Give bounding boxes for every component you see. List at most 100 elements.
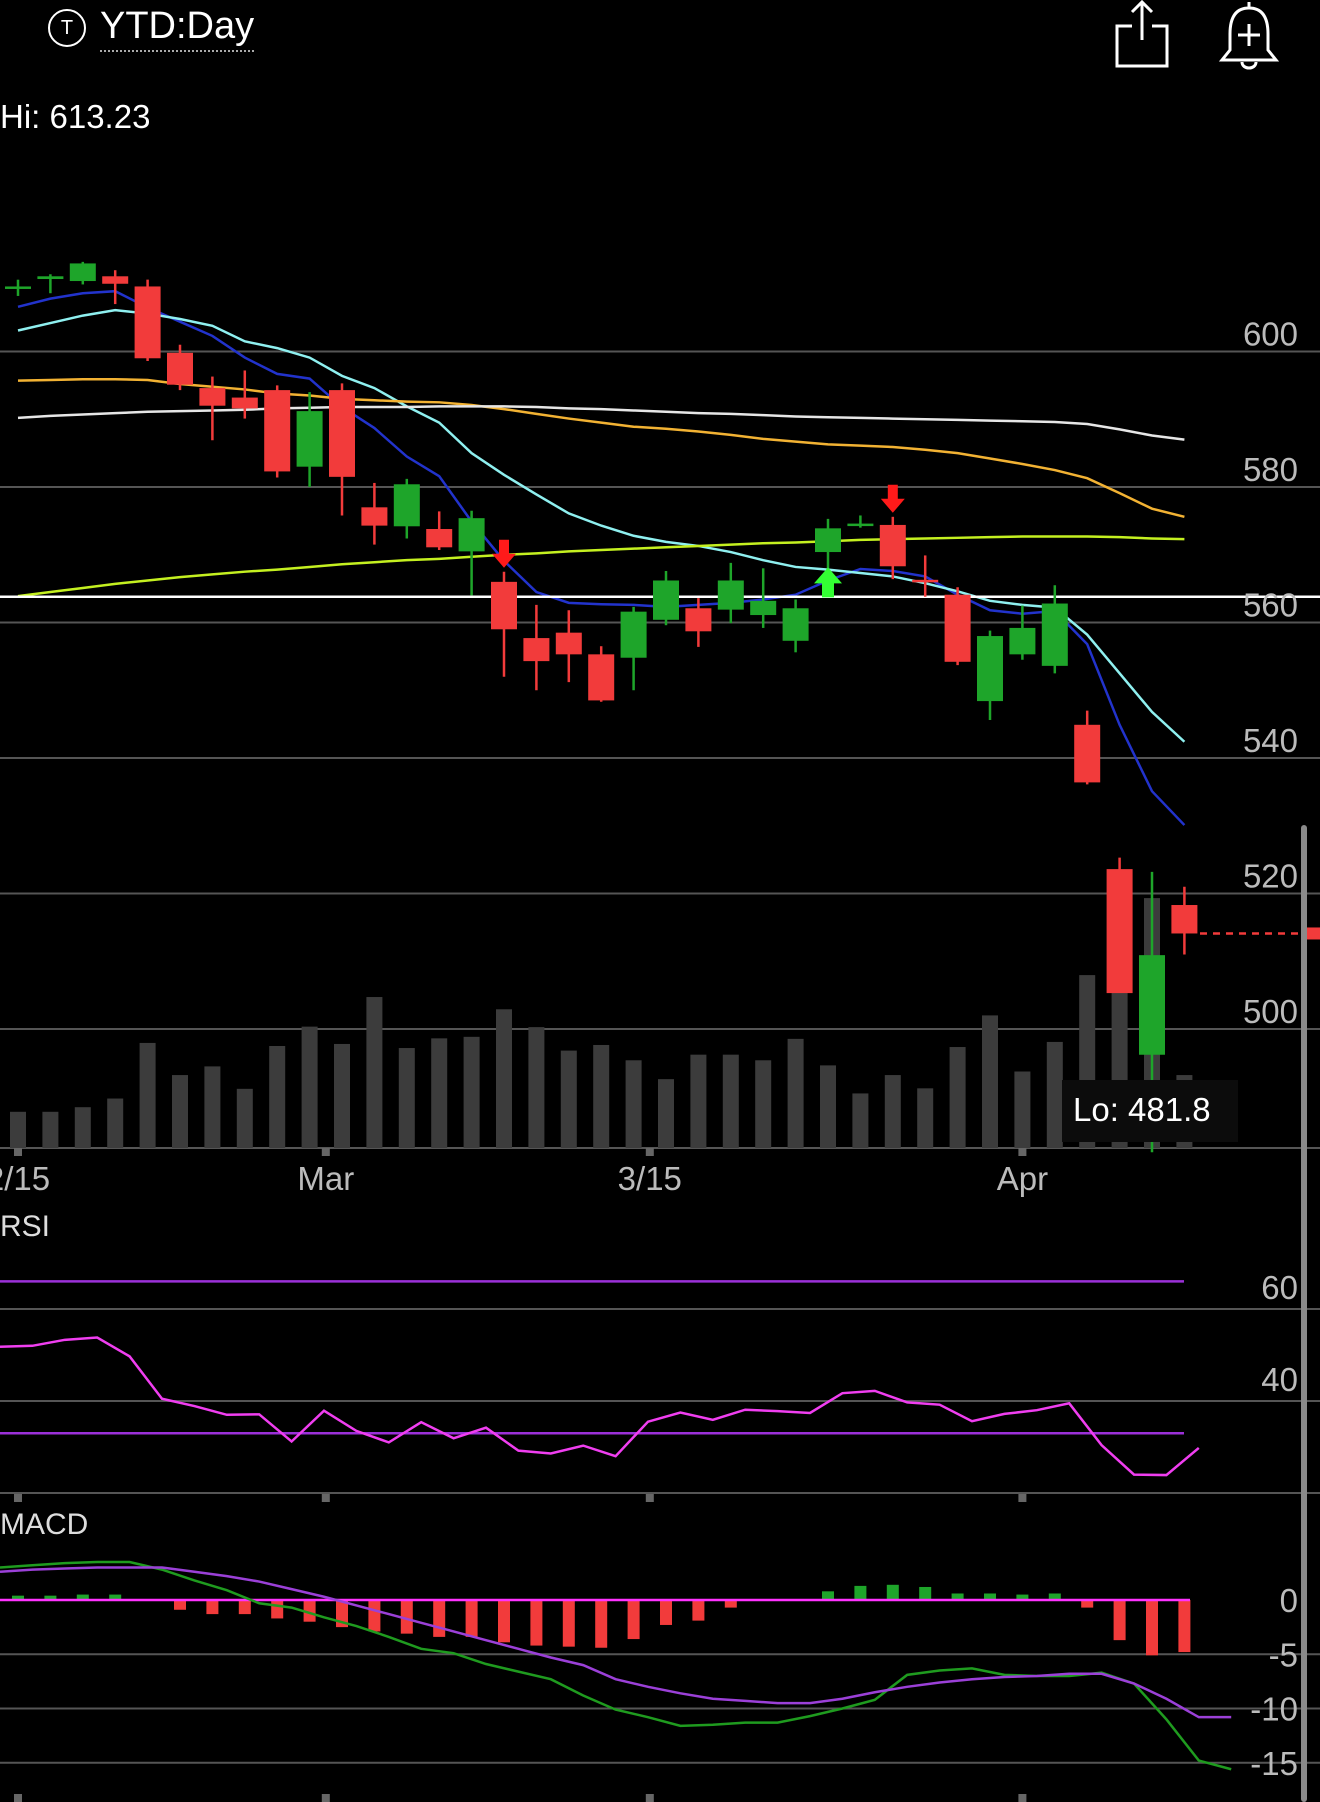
ma_blue-line — [17, 289, 1186, 826]
macd-histogram-bar — [1048, 1593, 1061, 1600]
macd-histogram-bar — [1178, 1600, 1191, 1653]
date-tick-mark — [321, 1148, 330, 1156]
candle-up — [717, 580, 744, 610]
volume-bar — [398, 1048, 415, 1148]
macd-line — [0, 1560, 1232, 1771]
macd-histogram-bar — [206, 1600, 219, 1615]
lo-label: Lo: 481.8 — [1073, 1091, 1211, 1128]
volume-bar — [269, 1046, 286, 1148]
macd-histogram-bar — [984, 1593, 996, 1600]
price-tick-label: 500 — [1243, 993, 1298, 1030]
volume-bar — [139, 1042, 156, 1148]
macd-histogram-bar — [368, 1600, 381, 1632]
date-tick-mark — [321, 1794, 330, 1802]
candle-down — [1106, 869, 1133, 994]
macd-histogram-bar — [1113, 1600, 1126, 1641]
grid-lines — [0, 350, 1320, 1764]
date-tick-label: 2/15 — [0, 1160, 50, 1197]
lo-label-box — [1062, 1080, 1238, 1142]
candle-up — [69, 263, 96, 282]
date-tick-mark — [645, 1794, 654, 1802]
candle-down — [523, 638, 550, 662]
candle-up — [815, 528, 841, 553]
candle-up — [1139, 955, 1165, 1055]
scrollbar[interactable] — [1301, 825, 1307, 1802]
macd-histogram-bar — [303, 1600, 316, 1622]
macd-histogram-bar — [724, 1600, 737, 1608]
candle-down — [879, 524, 906, 567]
volume-bar — [852, 1093, 869, 1148]
timeframe-title[interactable]: YTD:Day — [100, 5, 255, 52]
macd-histogram-bar — [530, 1600, 543, 1646]
candle-down — [1074, 724, 1101, 783]
signal-arrows — [492, 484, 905, 598]
date-tick-mark — [645, 1148, 654, 1156]
price-tick-label: 580 — [1243, 451, 1298, 488]
hi-label: Hi: 613.23 — [0, 98, 150, 135]
candle-down — [1171, 905, 1198, 934]
volume-bar — [496, 1009, 512, 1148]
candle-down — [685, 608, 712, 632]
date-tick-mark — [14, 1148, 22, 1156]
candle-up — [977, 636, 1003, 702]
axis-tick-labels: 600 580 560 540 520 500 60 40 0 -5 -10 -15 2/15 Mar 3/… — [0, 316, 1298, 1802]
volume-bar — [658, 1079, 674, 1148]
macd-panel — [0, 1560, 1232, 1771]
add-alert-bell-icon[interactable] — [1216, 0, 1282, 72]
chart-header[interactable]: T YTD:Day — [48, 5, 255, 52]
volume-bar — [982, 1015, 998, 1148]
volume-bar — [301, 1026, 318, 1148]
candle-up — [458, 518, 485, 552]
volume-bar — [1046, 1041, 1063, 1148]
candle-up — [5, 286, 31, 289]
volume-bar — [560, 1050, 577, 1148]
volume-bar — [107, 1098, 124, 1148]
volume-bar — [917, 1088, 934, 1148]
candlesticks[interactable] — [5, 261, 1198, 1153]
macd-histogram-bar — [433, 1600, 446, 1637]
candle-up — [1009, 627, 1036, 655]
macd-label: MACD — [0, 1508, 88, 1541]
macd-tick-label: -10 — [1250, 1691, 1298, 1728]
macd-histogram-bar — [660, 1600, 672, 1625]
macd-histogram-bar — [238, 1600, 251, 1615]
volume-bar — [949, 1047, 966, 1148]
rsi-label: RSI — [0, 1210, 50, 1243]
date-tick-label: 3/15 — [618, 1160, 682, 1197]
macd-histogram-bar — [271, 1600, 284, 1619]
candle-up — [620, 611, 647, 658]
date-tick-mark — [1018, 1148, 1027, 1156]
date-tick-mark — [1018, 1794, 1027, 1802]
macd-histogram-bar — [692, 1600, 705, 1621]
candle-down — [231, 397, 258, 409]
candle-down — [555, 632, 582, 655]
candle-up — [37, 276, 64, 280]
macd-tick-label: -15 — [1250, 1745, 1298, 1782]
ticker-icon: T — [48, 9, 86, 47]
volume-bar — [593, 1044, 610, 1148]
last-price-tag — [1306, 927, 1320, 940]
candle-up — [782, 608, 809, 641]
volume-bar — [528, 1027, 545, 1148]
candle-up — [750, 600, 777, 616]
volume-bar — [787, 1038, 804, 1148]
candle-down — [426, 529, 453, 548]
candle-up — [847, 523, 874, 527]
volume-bar — [236, 1088, 253, 1148]
price-tick-label: 540 — [1243, 722, 1298, 759]
candle-down — [944, 594, 971, 662]
volume-bar — [884, 1075, 901, 1148]
ma_cyan-line — [17, 308, 1186, 743]
macd-histogram-bar — [400, 1600, 413, 1634]
candle-up — [393, 484, 420, 527]
macd-histogram-bar — [1016, 1594, 1029, 1600]
volume-bar — [334, 1043, 350, 1148]
volume-bars — [10, 898, 1193, 1148]
macd-histogram-bar — [1146, 1600, 1158, 1656]
candle-down — [588, 654, 615, 701]
share-icon[interactable] — [1112, 0, 1172, 72]
macd-histogram-bar — [627, 1600, 640, 1640]
candle-up — [1041, 603, 1068, 666]
candle-up — [296, 411, 323, 467]
